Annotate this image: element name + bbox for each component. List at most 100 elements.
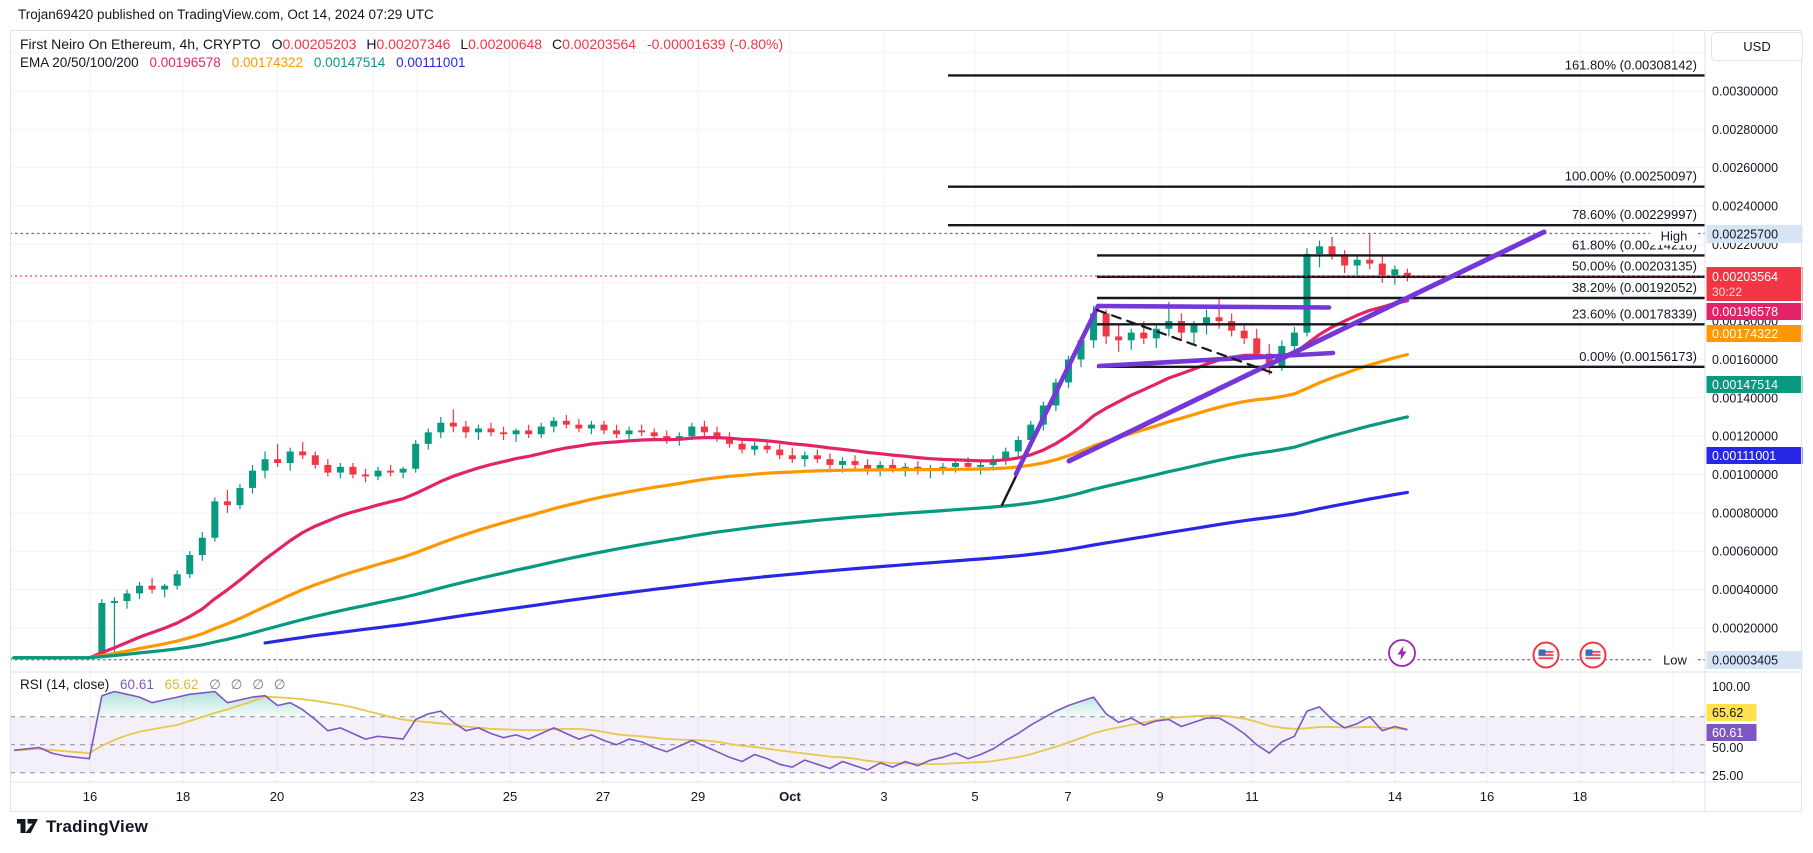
chart-svg[interactable]: 161.80% (0.00308142) 100.00% (0.00250097)… [10,30,1803,812]
candle-body [349,466,357,475]
candle-body [361,474,369,477]
support-diagonal-line[interactable] [1066,229,1547,464]
candle-body [186,555,194,575]
flag-dashed-line[interactable] [1095,308,1275,375]
price-lines [10,232,1706,661]
svg-text:0.00111001: 0.00111001 [1712,449,1776,463]
candle-body [1027,424,1035,440]
low-value: 0.00200648 [468,36,543,52]
price-tick-label: 0.00120000 [1712,430,1778,444]
price-tick-label: 0.00160000 [1712,353,1778,367]
candle-body [550,420,558,427]
time-tick-label: 16 [1480,789,1494,804]
candle-body [374,470,382,477]
open-label: O [271,36,283,52]
candle-body [236,487,244,506]
candle-body [261,459,269,471]
candle-body [776,449,784,456]
candle-body [851,461,859,465]
svg-text:60.61: 60.61 [1712,726,1743,740]
ema100-value: 0.00147514 [313,55,386,70]
candle-body [123,593,131,602]
tradingview-logo-icon [17,819,38,833]
candle-body [424,432,432,444]
rsi-axis-ticks: 100.00 50.00 25.00 [1712,680,1750,783]
time-tick-label: 18 [176,789,190,804]
rsi-axis[interactable]: 100.00 50.00 25.00 65.62 60.61 [1706,680,1757,783]
time-tick-label: 3 [880,789,887,804]
candle-body [211,501,219,538]
ema-lines [12,299,1410,660]
impulse-trendline-purple[interactable] [1013,303,1101,477]
candle-body [1303,253,1311,333]
candle-body [525,430,533,435]
rsi-tick-label: 25.00 [1712,769,1743,783]
fib-level-label: 161.80% (0.00308142) [1565,57,1697,72]
currency-button[interactable]: USD [1711,32,1803,61]
fib-level-label: 78.60% (0.00229997) [1572,207,1697,222]
candle-body [387,470,395,473]
candle-body [751,445,759,450]
trend-drawings[interactable] [1000,229,1547,507]
candle-body [286,451,294,463]
candle-body [136,585,144,594]
ema200-line [263,490,1410,645]
candle-body [1152,328,1160,339]
rsi-indicator-title[interactable]: RSI (14, close) [20,677,110,692]
time-tick-label: Oct [779,789,801,804]
rsi-band [10,716,1705,774]
rsi-line [13,690,1408,771]
time-axis[interactable]: 16 18 20 23 25 27 29 Oct 3 5 7 9 11 14 16 18 [83,789,1587,804]
candle-body [487,428,495,433]
rsi-value: 60.61 [120,677,154,692]
high-label: H [366,36,377,52]
rsi-tick-label: 50.00 [1712,741,1743,755]
us-flag-idea-icon[interactable] [1532,641,1560,669]
change-value: -0.00001639 (-0.80%) [646,36,784,52]
close-label: C [551,36,563,52]
flag-top-line[interactable] [1095,303,1332,310]
candle-body [110,601,118,603]
high-marker-label: High [1661,229,1688,244]
price-tick-label: 0.00260000 [1712,161,1778,175]
footer-brand[interactable]: TradingView [16,816,148,837]
ema-indicator-title[interactable]: EMA 20/50/100/200 [20,55,139,70]
price-tick-label: 0.00100000 [1712,468,1778,482]
time-tick-label: 20 [270,789,284,804]
candle-body [1240,330,1248,339]
candle-body [1203,317,1211,325]
price-tick-label: 0.00020000 [1712,621,1778,635]
symbol-title[interactable]: First Neiro On Ethereum, 4h, CRYPTO [20,36,261,52]
low-marker-label: Low [1663,653,1687,668]
rsi-overbought-fill [421,711,448,717]
candle-body [901,466,909,469]
candle-body [1077,340,1085,360]
ema20-line [12,299,1410,660]
candle-body [98,602,106,658]
lightning-idea-icon[interactable] [1388,639,1416,667]
candle-body [173,574,181,586]
rsi-value-badge: 60.61 [1706,724,1757,741]
candle-body [650,432,658,437]
pane-separators [10,30,1802,812]
price-axis[interactable]: 0.00300000 0.00280000 0.00260000 0.00240000… [1706,85,1803,670]
rsi-ma-badge: 65.62 [1706,704,1757,721]
candle-body [412,443,420,469]
candle-body [738,443,746,450]
ema200-value: 0.00111001 [396,55,466,70]
gridlines [10,30,1705,782]
candle-body [1366,259,1374,264]
svg-text:0.00203564: 0.00203564 [1712,270,1778,284]
publish-credit: Trojan69420 published on TradingView.com… [18,7,434,22]
fib-level-label: 100.00% (0.00250097) [1565,169,1697,184]
time-tick-label: 16 [83,789,97,804]
candle-body [1215,317,1223,322]
time-tick-label: 23 [410,789,424,804]
candle-body [1190,324,1198,333]
us-flag-idea-icon[interactable] [1579,641,1607,669]
candle-body [148,585,156,590]
high-price-badge: 0.00225700 [1706,225,1803,243]
currency-label: USD [1743,39,1771,54]
candle-body [713,432,721,439]
fib-retracement[interactable]: 161.80% (0.00308142) 100.00% (0.00250097)… [948,57,1705,368]
